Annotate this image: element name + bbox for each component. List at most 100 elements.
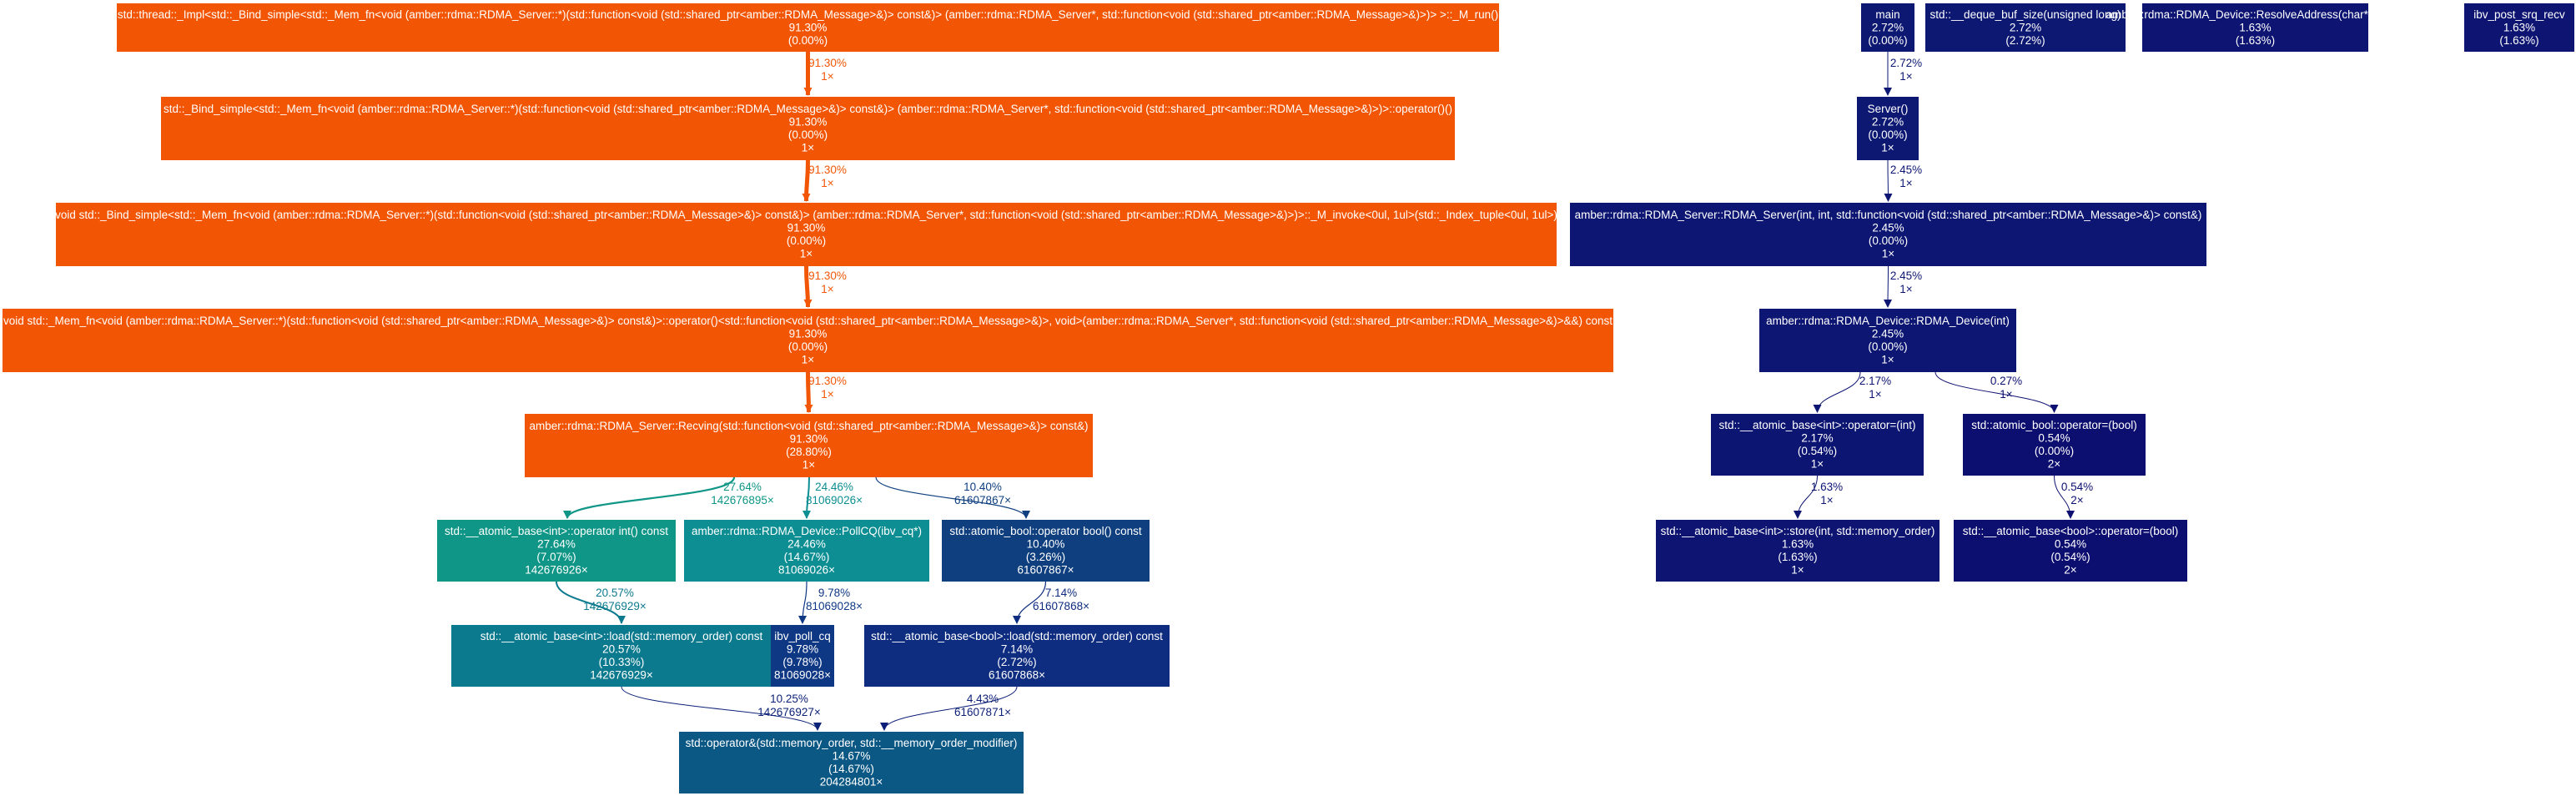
total-percent: 91.30% bbox=[789, 116, 828, 128]
call-edge: 1.63%1× bbox=[1794, 475, 1843, 519]
call-edge: 2.17%1× bbox=[1813, 371, 1891, 413]
call-edge-calls: 61607868× bbox=[1033, 600, 1089, 612]
total-percent: 2.45% bbox=[1872, 328, 1904, 340]
function-name: amber::rdma::RDMA_Device::ResolveAddress… bbox=[2106, 8, 2405, 21]
function-node-box bbox=[864, 625, 1170, 687]
call-edge: 0.54%2× bbox=[2054, 475, 2093, 519]
self-percent: (0.00%) bbox=[2035, 445, 2074, 457]
call-edge-line bbox=[1935, 371, 2059, 413]
function-node-box bbox=[1925, 3, 2126, 52]
function-node-box bbox=[451, 625, 792, 687]
call-edge-line bbox=[880, 686, 1018, 731]
call-edge-line bbox=[1013, 581, 1047, 624]
call-edge-line bbox=[798, 581, 808, 624]
function-node[interactable]: std::__atomic_base<bool>::load(std::memo… bbox=[864, 625, 1170, 687]
call-edge-percent: 2.72% bbox=[1890, 57, 1922, 69]
function-node[interactable]: amber::rdma::RDMA_Server::Recving(std::f… bbox=[525, 414, 1093, 477]
function-node[interactable]: std::atomic_bool::operator bool() const1… bbox=[942, 520, 1150, 582]
function-node[interactable]: std::__atomic_base<int>::store(int, std:… bbox=[1656, 520, 1940, 582]
call-edge: 0.27%1× bbox=[1935, 371, 2059, 413]
self-percent: (9.78%) bbox=[782, 656, 822, 668]
call-edge-calls: 142676895× bbox=[711, 494, 773, 506]
function-name: std::__atomic_base<int>::load(std::memor… bbox=[480, 630, 763, 642]
call-edge-calls: 1× bbox=[1899, 283, 1912, 295]
function-node[interactable]: std::__atomic_base<int>::operator=(int)2… bbox=[1711, 414, 1924, 476]
call-edge-calls: 61607871× bbox=[954, 706, 1011, 718]
function-node[interactable]: ibv_poll_cq9.78%(9.78%)81069028× bbox=[771, 625, 834, 687]
call-count: 1× bbox=[1811, 458, 1824, 471]
function-node[interactable]: void std::_Mem_fn<void (amber::rdma::RDM… bbox=[3, 309, 1613, 372]
call-count: 61607868× bbox=[989, 669, 1045, 682]
call-edge-percent: 7.14% bbox=[1045, 587, 1077, 599]
call-edge-line bbox=[802, 159, 811, 202]
function-node-box bbox=[771, 625, 834, 687]
function-node[interactable]: std::__atomic_base<bool>::operator=(bool… bbox=[1954, 520, 2187, 582]
function-name: std::thread::_Impl<std::_Bind_simple<std… bbox=[118, 8, 1498, 21]
call-edge-percent: 0.54% bbox=[2061, 481, 2093, 493]
call-edge-line bbox=[563, 476, 736, 519]
call-edge-percent: 91.30% bbox=[808, 375, 847, 387]
call-edge-percent: 2.45% bbox=[1890, 270, 1922, 282]
function-node-box bbox=[525, 414, 1093, 477]
function-node[interactable]: std::thread::_Impl<std::_Bind_simple<std… bbox=[117, 3, 1499, 52]
function-node[interactable]: Server()2.72%(0.00%)1× bbox=[1857, 97, 1919, 160]
call-edge-line bbox=[1884, 159, 1893, 202]
call-edge-calls: 142676927× bbox=[757, 706, 820, 718]
function-node[interactable]: amber::rdma::RDMA_Device::ResolveAddress… bbox=[2106, 3, 2405, 52]
function-node[interactable]: std::_Bind_simple<std::_Mem_fn<void (amb… bbox=[161, 97, 1455, 160]
call-edge-calls: 81069026× bbox=[806, 494, 863, 506]
call-edge-percent: 9.78% bbox=[818, 587, 850, 599]
call-edge-percent: 24.46% bbox=[815, 481, 853, 493]
function-node[interactable]: std::atomic_bool::operator=(bool)0.54%(0… bbox=[1963, 414, 2146, 476]
call-count: 1× bbox=[802, 142, 814, 154]
call-edge-calls: 1× bbox=[1899, 177, 1912, 189]
function-node-box bbox=[1954, 520, 2187, 582]
call-edge-percent: 91.30% bbox=[808, 164, 847, 176]
call-edge-calls: 1× bbox=[1899, 70, 1912, 83]
call-edge-calls: 1× bbox=[1820, 494, 1833, 506]
call-edge-percent: 2.17% bbox=[1859, 375, 1891, 387]
call-count: 61607867× bbox=[1018, 564, 1074, 577]
function-node[interactable]: std::__deque_buf_size(unsigned long)2.72… bbox=[1925, 3, 2126, 52]
function-node[interactable]: std::__atomic_base<int>::operator int() … bbox=[437, 520, 676, 582]
function-name: amber::rdma::RDMA_Device::RDMA_Device(in… bbox=[1766, 315, 2010, 327]
call-edge: 4.43%61607871× bbox=[880, 686, 1018, 731]
function-name: std::atomic_bool::operator bool() const bbox=[949, 525, 1142, 537]
nodes-layer: std::thread::_Impl<std::_Bind_simple<std… bbox=[3, 3, 2574, 793]
self-percent: (1.63%) bbox=[2499, 34, 2538, 47]
self-percent: (2.72%) bbox=[2005, 34, 2045, 47]
total-percent: 91.30% bbox=[790, 433, 828, 446]
function-node-box bbox=[1861, 3, 1914, 52]
call-edge: 91.30%1× bbox=[802, 159, 847, 202]
self-percent: (0.00%) bbox=[788, 34, 828, 47]
self-percent: (0.54%) bbox=[2050, 551, 2090, 563]
function-node[interactable]: void std::_Bind_simple<std::_Mem_fn<void… bbox=[55, 203, 1557, 266]
function-node[interactable]: std::__atomic_base<int>::load(std::memor… bbox=[451, 625, 792, 687]
call-edge-line bbox=[804, 371, 813, 413]
function-node[interactable]: amber::rdma::RDMA_Device::PollCQ(ibv_cq*… bbox=[684, 520, 929, 582]
total-percent: 91.30% bbox=[787, 222, 826, 234]
function-node-box bbox=[942, 520, 1150, 582]
function-name: main bbox=[1875, 8, 1899, 21]
self-percent: (14.67%) bbox=[784, 551, 830, 563]
total-percent: 10.40% bbox=[1027, 538, 1065, 551]
function-node-box bbox=[1963, 414, 2146, 476]
self-percent: (0.00%) bbox=[1869, 234, 1908, 247]
total-percent: 0.54% bbox=[2038, 432, 2070, 445]
call-edge-calls: 1× bbox=[821, 388, 833, 401]
total-percent: 1.63% bbox=[2503, 21, 2535, 33]
self-percent: (1.63%) bbox=[2236, 34, 2275, 47]
call-count: 142676929× bbox=[590, 669, 652, 682]
total-percent: 2.72% bbox=[2010, 21, 2041, 33]
self-percent: (0.54%) bbox=[1798, 445, 1837, 457]
call-edge-line bbox=[556, 581, 626, 624]
call-edge: 10.25%142676927× bbox=[621, 686, 822, 731]
function-node[interactable]: std::operator&(std::memory_order, std::_… bbox=[679, 732, 1024, 793]
self-percent: (0.00%) bbox=[788, 340, 828, 353]
function-node[interactable]: amber::rdma::RDMA_Server::RDMA_Server(in… bbox=[1570, 203, 2206, 266]
call-count: 142676926× bbox=[525, 564, 587, 577]
total-percent: 1.63% bbox=[2239, 21, 2271, 33]
function-node[interactable]: amber::rdma::RDMA_Device::RDMA_Device(in… bbox=[1759, 309, 2016, 372]
